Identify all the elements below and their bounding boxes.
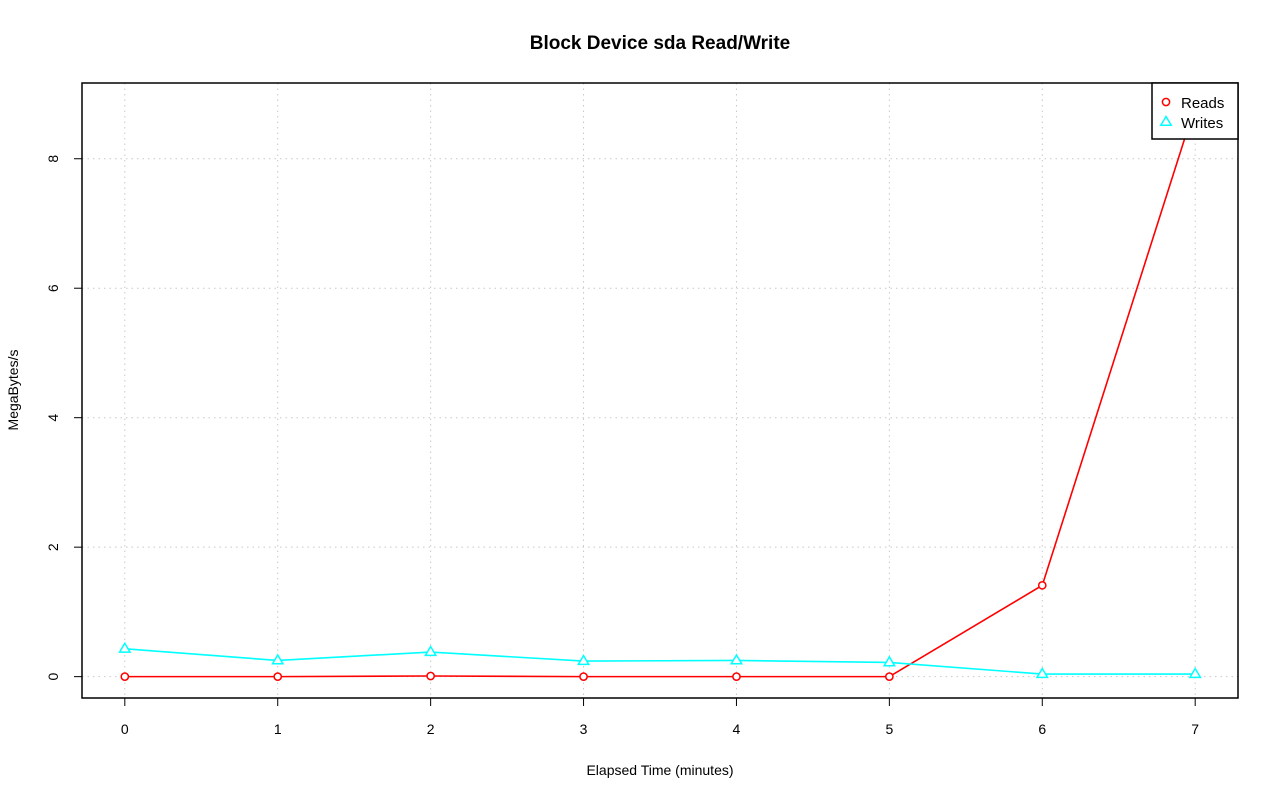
writes-point xyxy=(729,653,743,665)
y-tick-label: 0 xyxy=(45,673,61,681)
y-axis-label: MegaBytes/s xyxy=(5,350,21,431)
reads-point xyxy=(120,672,130,681)
writes-point xyxy=(577,654,591,666)
x-tick-label: 0 xyxy=(121,721,129,737)
grid xyxy=(82,83,1238,698)
y-tick-label: 2 xyxy=(45,543,61,551)
x-tick-label: 3 xyxy=(580,721,588,737)
plot-frame xyxy=(81,82,1239,699)
legend: Reads Writes xyxy=(1151,82,1239,140)
x-tick-label: 6 xyxy=(1038,721,1046,737)
reads-point xyxy=(579,672,588,681)
writes-point xyxy=(1188,667,1202,679)
series-layer xyxy=(118,101,1202,681)
y-tick-label: 8 xyxy=(45,155,61,163)
writes-point xyxy=(118,641,132,653)
legend-marker-reads xyxy=(1161,97,1171,107)
x-tick-label: 4 xyxy=(733,721,741,737)
writes-point xyxy=(882,655,896,667)
writes-point xyxy=(271,653,285,665)
x-axis: 0 1 2 3 4 5 6 7 xyxy=(121,697,1199,737)
writes-line xyxy=(124,648,1196,675)
legend-label-writes: Writes xyxy=(1181,115,1223,132)
chart-title: Block Device sda Read/Write xyxy=(530,33,790,54)
series-writes xyxy=(118,641,1202,679)
reads-point xyxy=(426,671,435,681)
writes-point xyxy=(1035,667,1049,679)
reads-point xyxy=(732,672,741,681)
x-axis-label: Elapsed Time (minutes) xyxy=(586,762,733,778)
x-tick-label: 7 xyxy=(1191,721,1199,737)
y-tick-label: 4 xyxy=(45,414,61,422)
reads-point xyxy=(885,672,894,681)
legend-box xyxy=(1151,82,1239,140)
series-reads xyxy=(120,101,1200,681)
reads-point xyxy=(1037,581,1047,590)
y-axis: 0 2 4 6 8 xyxy=(45,155,83,681)
legend-label-reads: Reads xyxy=(1181,95,1224,112)
x-tick-label: 2 xyxy=(427,721,435,737)
writes-point xyxy=(424,645,438,657)
x-tick-label: 1 xyxy=(274,721,282,737)
reads-point xyxy=(273,672,283,681)
x-tick-label: 5 xyxy=(885,721,893,737)
y-tick-label: 6 xyxy=(45,284,61,292)
legend-marker-writes xyxy=(1159,115,1173,127)
reads-line xyxy=(124,105,1196,678)
